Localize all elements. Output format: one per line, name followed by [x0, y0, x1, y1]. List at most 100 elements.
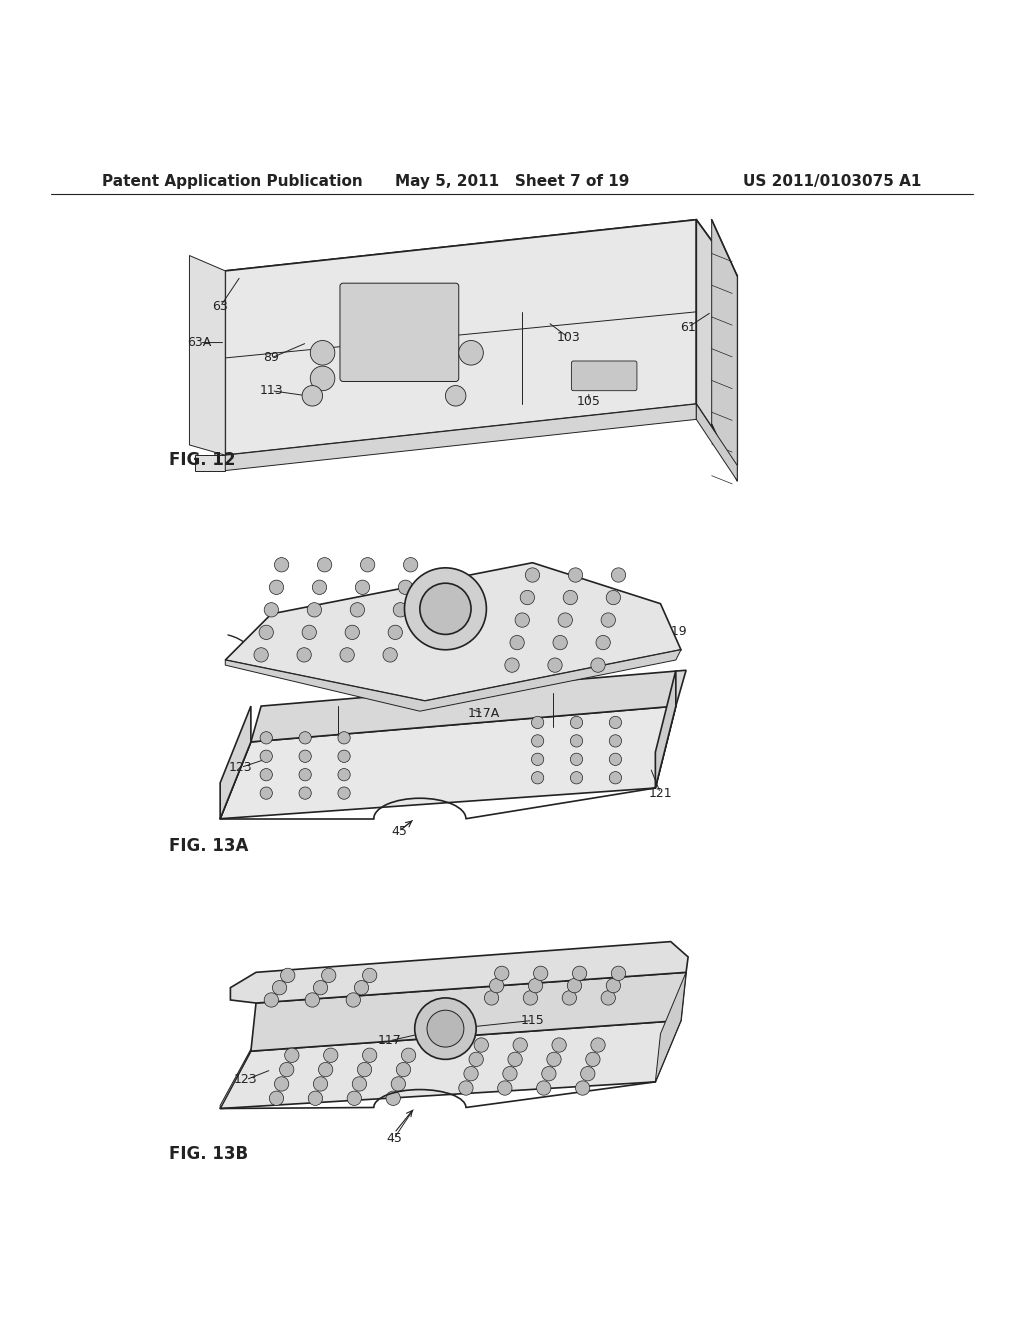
Circle shape: [606, 978, 621, 993]
Circle shape: [324, 1048, 338, 1063]
Text: 123: 123: [228, 762, 253, 774]
Circle shape: [269, 579, 284, 594]
Circle shape: [322, 969, 336, 982]
Circle shape: [531, 772, 544, 784]
Circle shape: [562, 991, 577, 1005]
Circle shape: [403, 557, 418, 572]
Text: FIG. 13B: FIG. 13B: [169, 1144, 248, 1163]
Circle shape: [570, 754, 583, 766]
Polygon shape: [696, 404, 737, 480]
Polygon shape: [225, 404, 696, 470]
Circle shape: [503, 1067, 517, 1081]
Text: 123: 123: [233, 1073, 258, 1086]
Circle shape: [297, 648, 311, 663]
Circle shape: [510, 635, 524, 649]
Polygon shape: [230, 941, 688, 1003]
Circle shape: [553, 635, 567, 649]
Circle shape: [513, 1038, 527, 1052]
Circle shape: [317, 557, 332, 572]
Text: 63A: 63A: [187, 337, 212, 348]
Circle shape: [575, 1081, 590, 1096]
Circle shape: [299, 731, 311, 744]
Circle shape: [346, 993, 360, 1007]
Text: 115A: 115A: [444, 583, 477, 597]
Circle shape: [313, 981, 328, 995]
Polygon shape: [225, 562, 681, 701]
Circle shape: [281, 969, 295, 982]
Circle shape: [596, 635, 610, 649]
Polygon shape: [251, 671, 686, 742]
Circle shape: [581, 1067, 595, 1081]
Circle shape: [299, 768, 311, 781]
Circle shape: [393, 603, 408, 616]
Circle shape: [338, 750, 350, 763]
Circle shape: [547, 1052, 561, 1067]
Polygon shape: [225, 219, 737, 327]
Circle shape: [611, 966, 626, 981]
Circle shape: [586, 1052, 600, 1067]
Text: 45: 45: [391, 825, 408, 837]
Circle shape: [260, 731, 272, 744]
Circle shape: [274, 557, 289, 572]
Circle shape: [299, 787, 311, 800]
Circle shape: [427, 1010, 464, 1047]
Circle shape: [520, 590, 535, 605]
Text: 105: 105: [577, 396, 601, 408]
Circle shape: [525, 568, 540, 582]
Text: 117: 117: [433, 615, 458, 627]
Text: 61: 61: [680, 321, 696, 334]
Circle shape: [484, 991, 499, 1005]
Circle shape: [548, 657, 562, 672]
Circle shape: [264, 993, 279, 1007]
Circle shape: [254, 648, 268, 663]
Circle shape: [285, 1048, 299, 1063]
Circle shape: [591, 657, 605, 672]
Polygon shape: [225, 649, 681, 711]
Circle shape: [505, 657, 519, 672]
Text: 45: 45: [386, 1131, 402, 1144]
Circle shape: [260, 750, 272, 763]
Circle shape: [404, 568, 486, 649]
Circle shape: [570, 717, 583, 729]
Circle shape: [388, 626, 402, 639]
Circle shape: [609, 717, 622, 729]
Circle shape: [338, 768, 350, 781]
Circle shape: [318, 1063, 333, 1077]
Polygon shape: [251, 973, 686, 1051]
Circle shape: [570, 772, 583, 784]
Circle shape: [360, 557, 375, 572]
Polygon shape: [225, 219, 696, 455]
Polygon shape: [696, 219, 737, 466]
Circle shape: [338, 731, 350, 744]
Text: 103: 103: [556, 331, 581, 345]
Circle shape: [259, 626, 273, 639]
Circle shape: [264, 603, 279, 616]
Circle shape: [312, 579, 327, 594]
Polygon shape: [189, 256, 225, 455]
Circle shape: [469, 1052, 483, 1067]
Circle shape: [260, 768, 272, 781]
Circle shape: [464, 1067, 478, 1081]
Circle shape: [528, 978, 543, 993]
Circle shape: [345, 626, 359, 639]
Circle shape: [591, 1038, 605, 1052]
Circle shape: [606, 590, 621, 605]
Circle shape: [362, 1048, 377, 1063]
Circle shape: [542, 1067, 556, 1081]
Circle shape: [357, 1063, 372, 1077]
Circle shape: [391, 1077, 406, 1092]
Circle shape: [572, 966, 587, 981]
Circle shape: [308, 1092, 323, 1105]
Circle shape: [609, 754, 622, 766]
FancyBboxPatch shape: [340, 284, 459, 381]
Circle shape: [459, 1081, 473, 1096]
Circle shape: [534, 966, 548, 981]
Circle shape: [272, 981, 287, 995]
Circle shape: [310, 366, 335, 391]
Circle shape: [537, 1081, 551, 1096]
Circle shape: [508, 1052, 522, 1067]
Text: 121: 121: [648, 787, 673, 800]
Circle shape: [302, 385, 323, 407]
Circle shape: [515, 612, 529, 627]
Circle shape: [420, 583, 471, 635]
